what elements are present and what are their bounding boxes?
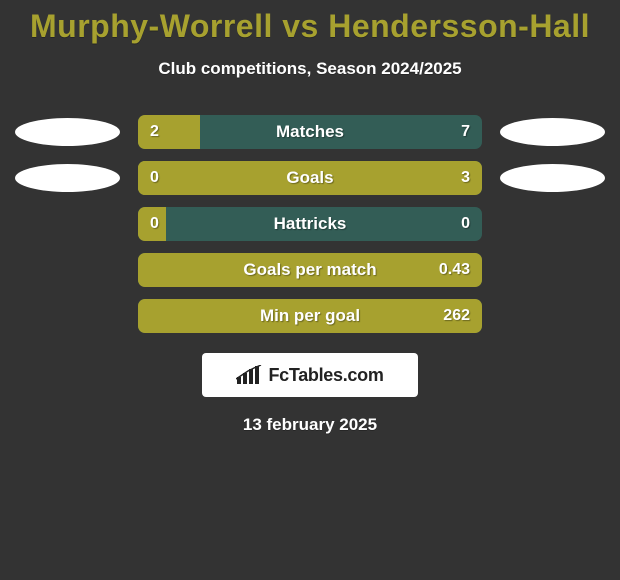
stat-row: Goals per match 0.43 xyxy=(0,253,620,287)
stat-value-right: 3 xyxy=(461,169,470,187)
stat-row: 0 Hattricks 0 xyxy=(0,207,620,241)
stat-value-left: 2 xyxy=(150,123,159,141)
subtitle: Club competitions, Season 2024/2025 xyxy=(0,59,620,79)
stat-label: Min per goal xyxy=(260,306,360,326)
stat-value-right: 0.43 xyxy=(439,261,470,279)
stat-bar: Min per goal 262 xyxy=(138,299,482,333)
date-label: 13 february 2025 xyxy=(0,415,620,435)
player-right-marker xyxy=(500,118,605,146)
comparison-infographic: Murphy-Worrell vs Hendersson-Hall Club c… xyxy=(0,0,620,580)
stat-value-right: 0 xyxy=(461,215,470,233)
stat-value-right: 262 xyxy=(443,307,470,325)
player-left-marker xyxy=(15,118,120,146)
stat-row: 2 Matches 7 xyxy=(0,115,620,149)
stat-bar: 0 Hattricks 0 xyxy=(138,207,482,241)
stat-label: Hattricks xyxy=(274,214,347,234)
player-left-marker xyxy=(15,164,120,192)
stat-label: Goals xyxy=(286,168,333,188)
stat-label: Goals per match xyxy=(243,260,376,280)
stat-bar: Goals per match 0.43 xyxy=(138,253,482,287)
bar-fill-left xyxy=(138,115,200,149)
page-title: Murphy-Worrell vs Hendersson-Hall xyxy=(0,0,620,45)
stat-bar: 2 Matches 7 xyxy=(138,115,482,149)
stat-label: Matches xyxy=(276,122,344,142)
stats-container: 2 Matches 7 0 Goals 3 0 Hattri xyxy=(0,115,620,333)
stat-value-left: 0 xyxy=(150,215,159,233)
bar-chart-icon xyxy=(236,365,262,385)
source-logo: FcTables.com xyxy=(202,353,418,397)
stat-row: Min per goal 262 xyxy=(0,299,620,333)
source-logo-text: FcTables.com xyxy=(268,365,383,386)
stat-bar: 0 Goals 3 xyxy=(138,161,482,195)
stat-value-left: 0 xyxy=(150,169,159,187)
stat-value-right: 7 xyxy=(461,123,470,141)
stat-row: 0 Goals 3 xyxy=(0,161,620,195)
player-right-marker xyxy=(500,164,605,192)
